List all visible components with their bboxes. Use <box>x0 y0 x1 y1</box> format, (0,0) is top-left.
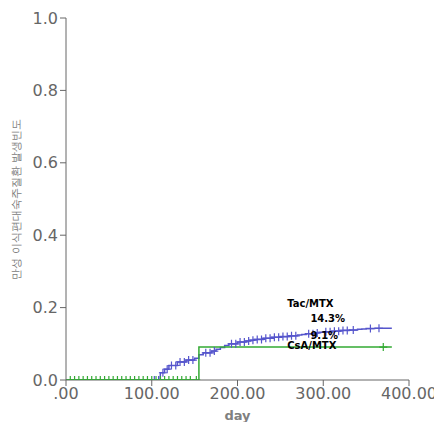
svg-text:CsA/MTX: CsA/MTX <box>287 340 336 351</box>
svg-text:0.4: 0.4 <box>33 226 58 245</box>
svg-text:100.00: 100.00 <box>124 384 180 403</box>
svg-text:Tac/MTX: Tac/MTX <box>287 298 334 309</box>
svg-text:1.0: 1.0 <box>33 9 58 28</box>
svg-text:0.0: 0.0 <box>33 371 58 390</box>
svg-text:0.8: 0.8 <box>33 81 58 100</box>
svg-text:200.00: 200.00 <box>210 384 266 403</box>
svg-text:400.00: 400.00 <box>381 384 434 403</box>
svg-text:9.1%: 9.1% <box>310 330 339 342</box>
svg-text:14.3%: 14.3% <box>310 313 345 324</box>
svg-text:day: day <box>224 408 251 422</box>
svg-text:300.00: 300.00 <box>295 384 351 403</box>
svg-text:.00: .00 <box>53 384 79 404</box>
svg-text:0.2: 0.2 <box>33 298 58 317</box>
svg-text:만성 이식편대숙주질환 발생빈도: 만성 이식편대숙주질환 발생빈도 <box>10 119 23 280</box>
svg-text:0.6: 0.6 <box>33 153 58 172</box>
